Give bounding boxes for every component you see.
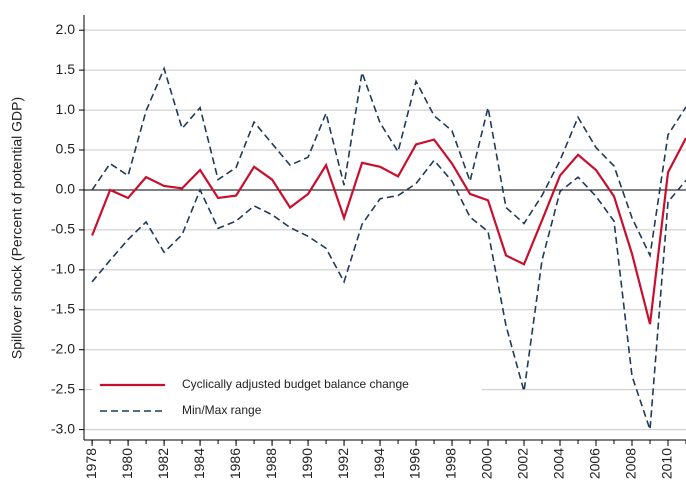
- y-tick-label: -1.5: [51, 300, 75, 316]
- x-tick-label: 2008: [623, 448, 639, 479]
- x-tick-label: 1978: [83, 448, 99, 479]
- legend-box: [92, 368, 482, 428]
- series-line: [91, 159, 686, 430]
- x-tick-label: 2010: [659, 448, 675, 479]
- x-tick-label: 2000: [479, 448, 495, 479]
- y-tick-label: 1.5: [56, 61, 76, 77]
- y-axis-label: Spillover shock (Percent of potential GD…: [9, 97, 25, 359]
- y-tick-label: 2.0: [56, 21, 76, 37]
- y-tick-label: 1.0: [56, 101, 76, 117]
- series-line: [91, 66, 686, 259]
- x-tick-label: 1980: [119, 448, 135, 479]
- x-tick-label: 1982: [155, 448, 171, 479]
- y-tick-label: -2.5: [51, 380, 75, 396]
- x-tick-label: 1994: [371, 448, 387, 479]
- y-tick-label: -0.5: [51, 221, 75, 237]
- x-tick-label: 1986: [227, 448, 243, 479]
- y-tick-label: 0.0: [56, 181, 76, 197]
- x-tick-label: 1988: [263, 448, 279, 479]
- x-tick-label: 2004: [551, 448, 567, 479]
- legend-label: Cyclically adjusted budget balance chang…: [182, 377, 409, 391]
- y-tick-label: -1.0: [51, 261, 75, 277]
- y-tick-label: 0.5: [56, 141, 76, 157]
- y-tick-label: -2.0: [51, 340, 75, 356]
- x-tick-label: 1996: [407, 448, 423, 479]
- x-tick-label: 1984: [191, 448, 207, 479]
- x-tick-label: 2002: [515, 448, 531, 479]
- y-tick-label: -3.0: [51, 420, 75, 436]
- series-line: [91, 137, 686, 325]
- x-tick-label: 1998: [443, 448, 459, 479]
- x-tick-label: 1992: [335, 448, 351, 479]
- legend-label: Min/Max range: [182, 403, 262, 417]
- x-tick-label: 2006: [587, 448, 603, 479]
- x-tick-label: 1990: [299, 448, 315, 479]
